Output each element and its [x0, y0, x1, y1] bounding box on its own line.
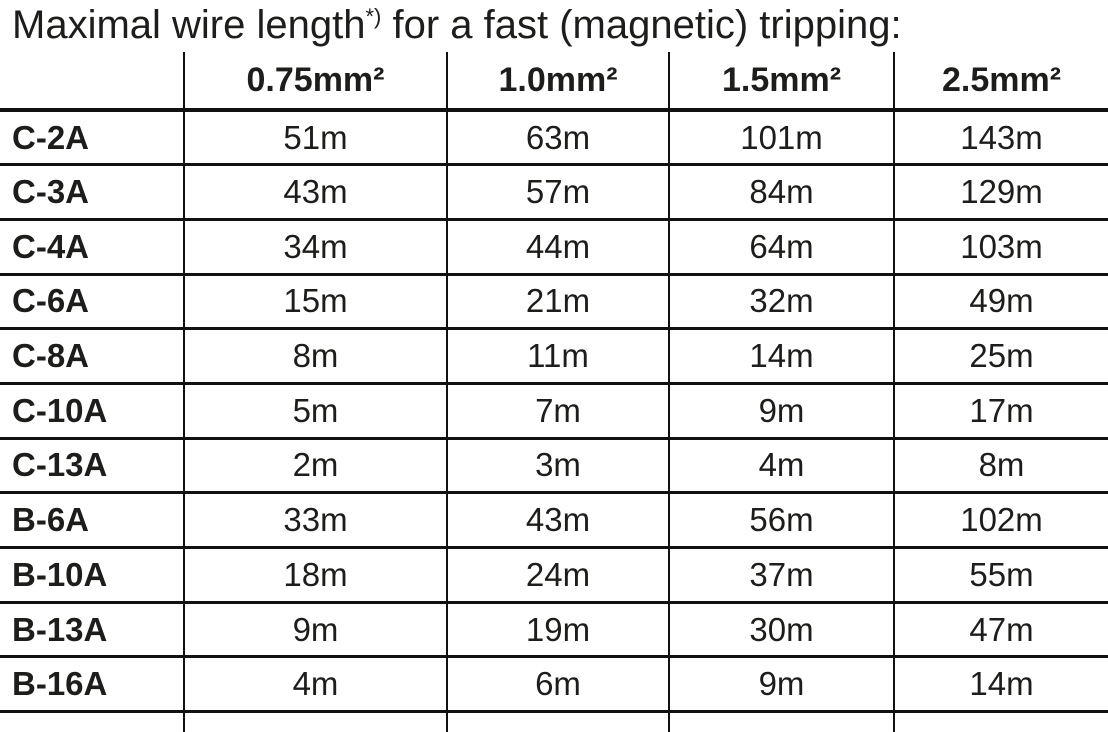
row-label: B-13A — [0, 602, 184, 659]
page-title-text: Maximal wire length — [12, 3, 366, 47]
cell: 24m — [446, 547, 669, 604]
cell: 8m — [183, 328, 447, 385]
page-title: Maximal wire length*) for a fast (magnet… — [0, 0, 1108, 52]
cell: 25m — [893, 328, 1108, 385]
row-label: B-16A — [0, 656, 184, 714]
cell: 103m — [893, 219, 1108, 276]
cell: 11m — [446, 328, 669, 385]
table-row: C-10A 5m 7m 9m 17m — [0, 383, 1108, 440]
cell: 4m — [183, 656, 447, 714]
cell: 37m — [668, 547, 894, 604]
cell: 43m — [446, 492, 669, 549]
wire-length-table: 0.75mm² 1.0mm² 1.5mm² 2.5mm² C-2A 51m 63… — [0, 52, 1108, 732]
table-row: C-8A 8m 11m 14m 25m — [0, 328, 1108, 385]
column-header: 2.5mm² — [893, 52, 1108, 112]
column-header: 1.5mm² — [668, 52, 894, 112]
cell: 101m — [668, 110, 894, 167]
cell: 47m — [893, 602, 1108, 659]
table-row: C-4A 34m 44m 64m 103m — [0, 219, 1108, 276]
page-title-text-suffix: for a fast (magnetic) tripping: — [381, 3, 902, 47]
row-label: C-6A — [0, 274, 184, 331]
row-label: C-3A — [0, 164, 184, 221]
cell: 6m — [446, 656, 669, 714]
cell: 15m — [183, 274, 447, 331]
cell: 56m — [668, 492, 894, 549]
cell: 18m — [183, 547, 447, 604]
page-title-footnote-marker: *) — [365, 4, 382, 29]
table-row: B-6A 33m 43m 56m 102m — [0, 492, 1108, 549]
row-label: B-10A — [0, 547, 184, 604]
corner-cell — [0, 52, 184, 112]
row-label: C-10A — [0, 383, 184, 440]
cell: 8m — [893, 438, 1108, 495]
row-label: C-4A — [0, 219, 184, 276]
cell: 4m — [668, 438, 894, 495]
cell: 2m — [183, 438, 447, 495]
row-label: C-13A — [0, 438, 184, 495]
cell: 129m — [893, 164, 1108, 221]
cell-empty — [668, 711, 894, 732]
cell: 5m — [183, 383, 447, 440]
cell: 21m — [446, 274, 669, 331]
cell: 9m — [668, 383, 894, 440]
cell: 63m — [446, 110, 669, 167]
cell: 30m — [668, 602, 894, 659]
table-row: C-13A 2m 3m 4m 8m — [0, 438, 1108, 495]
cell: 43m — [183, 164, 447, 221]
cell: 49m — [893, 274, 1108, 331]
cell: 57m — [446, 164, 669, 221]
header-row: 0.75mm² 1.0mm² 1.5mm² 2.5mm² — [0, 52, 1108, 112]
column-header: 0.75mm² — [183, 52, 447, 112]
cell-empty — [183, 711, 447, 732]
cell: 33m — [183, 492, 447, 549]
cell: 55m — [893, 547, 1108, 604]
cell: 32m — [668, 274, 894, 331]
cell: 44m — [446, 219, 669, 276]
cell: 143m — [893, 110, 1108, 167]
table-row: C-3A 43m 57m 84m 129m — [0, 164, 1108, 221]
row-label: C-8A — [0, 328, 184, 385]
cell: 7m — [446, 383, 669, 440]
table-row: C-2A 51m 63m 101m 143m — [0, 110, 1108, 167]
cell-empty — [446, 711, 669, 732]
cell-empty — [893, 711, 1108, 732]
cell: 64m — [668, 219, 894, 276]
table-row: B-10A 18m 24m 37m 55m — [0, 547, 1108, 604]
cell: 9m — [183, 602, 447, 659]
row-label: C-2A — [0, 110, 184, 167]
cell: 19m — [446, 602, 669, 659]
cell: 84m — [668, 164, 894, 221]
cell: 14m — [893, 656, 1108, 714]
cell: 102m — [893, 492, 1108, 549]
cell-empty — [0, 712, 184, 732]
table-row: C-6A 15m 21m 32m 49m — [0, 274, 1108, 331]
cell: 17m — [893, 383, 1108, 440]
cell: 51m — [183, 110, 447, 167]
table-row: B-16A 4m 6m 9m 14m — [0, 656, 1108, 714]
table-row: B-13A 9m 19m 30m 47m — [0, 602, 1108, 659]
cell: 14m — [668, 328, 894, 385]
column-header: 1.0mm² — [446, 52, 669, 112]
row-label: B-6A — [0, 492, 184, 549]
cell: 34m — [183, 219, 447, 276]
table-row-cutoff — [0, 711, 1108, 732]
cell: 9m — [668, 656, 894, 714]
cell: 3m — [446, 438, 669, 495]
